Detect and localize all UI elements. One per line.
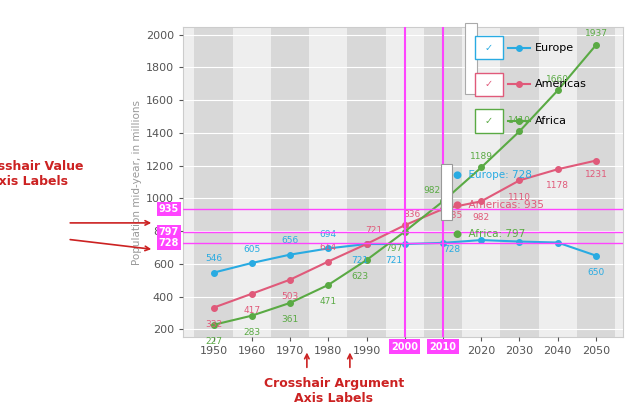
Text: 650: 650 xyxy=(587,268,605,277)
Text: 417: 417 xyxy=(243,306,261,315)
Text: 503: 503 xyxy=(281,292,299,301)
Text: 797: 797 xyxy=(385,244,403,253)
Text: 1178: 1178 xyxy=(546,182,569,191)
Text: 728: 728 xyxy=(159,238,179,248)
Text: Americas: Americas xyxy=(535,79,587,90)
FancyBboxPatch shape xyxy=(474,109,503,133)
Text: 721: 721 xyxy=(385,256,403,265)
Text: ●  Europe: 728: ● Europe: 728 xyxy=(453,170,532,180)
Text: Africa: Africa xyxy=(535,116,567,126)
Text: Crosshair Argument
Axis Labels: Crosshair Argument Axis Labels xyxy=(264,377,404,405)
Text: 1110: 1110 xyxy=(508,193,531,202)
Text: 2000: 2000 xyxy=(391,342,419,352)
Bar xyxy=(271,27,309,337)
FancyBboxPatch shape xyxy=(474,72,503,96)
Bar xyxy=(424,27,462,337)
Text: 656: 656 xyxy=(281,236,299,245)
Bar xyxy=(195,27,232,337)
Text: 283: 283 xyxy=(243,328,261,337)
Bar xyxy=(577,27,615,337)
Text: 694: 694 xyxy=(320,230,337,239)
Y-axis label: Population mid-year, in millions: Population mid-year, in millions xyxy=(132,99,142,265)
Text: 982: 982 xyxy=(473,213,490,222)
Text: ✓: ✓ xyxy=(485,43,492,53)
Text: Crosshair Value
Axis Labels: Crosshair Value Axis Labels xyxy=(0,160,83,188)
Text: ●  Americas: 935: ● Americas: 935 xyxy=(453,200,544,210)
Text: 836: 836 xyxy=(403,209,421,218)
Text: Europe: Europe xyxy=(535,43,574,53)
Text: 982: 982 xyxy=(423,186,440,195)
Text: 721: 721 xyxy=(365,226,382,235)
Text: 623: 623 xyxy=(351,272,368,281)
Text: 1660: 1660 xyxy=(546,75,569,84)
Text: 614: 614 xyxy=(320,243,337,252)
Text: 471: 471 xyxy=(320,297,337,306)
Text: 728: 728 xyxy=(443,245,460,254)
FancyBboxPatch shape xyxy=(474,36,503,59)
Text: ✓: ✓ xyxy=(485,116,492,126)
Text: 361: 361 xyxy=(281,315,299,324)
Bar xyxy=(347,27,386,337)
Text: 1189: 1189 xyxy=(470,152,493,161)
Text: 1410: 1410 xyxy=(508,116,531,125)
Text: 332: 332 xyxy=(205,320,222,329)
Text: 2010: 2010 xyxy=(429,342,456,352)
Text: 546: 546 xyxy=(205,254,222,263)
Text: 721: 721 xyxy=(351,256,368,265)
Text: 935: 935 xyxy=(159,204,179,214)
Text: 1937: 1937 xyxy=(584,29,607,38)
Text: 605: 605 xyxy=(243,245,261,254)
Text: ✓: ✓ xyxy=(485,79,492,90)
Text: 797: 797 xyxy=(159,227,179,236)
Text: 1231: 1231 xyxy=(584,170,607,179)
Text: 935: 935 xyxy=(446,211,463,220)
Text: 227: 227 xyxy=(205,337,222,346)
Bar xyxy=(500,27,539,337)
Text: ●  Africa: 797: ● Africa: 797 xyxy=(453,229,526,239)
